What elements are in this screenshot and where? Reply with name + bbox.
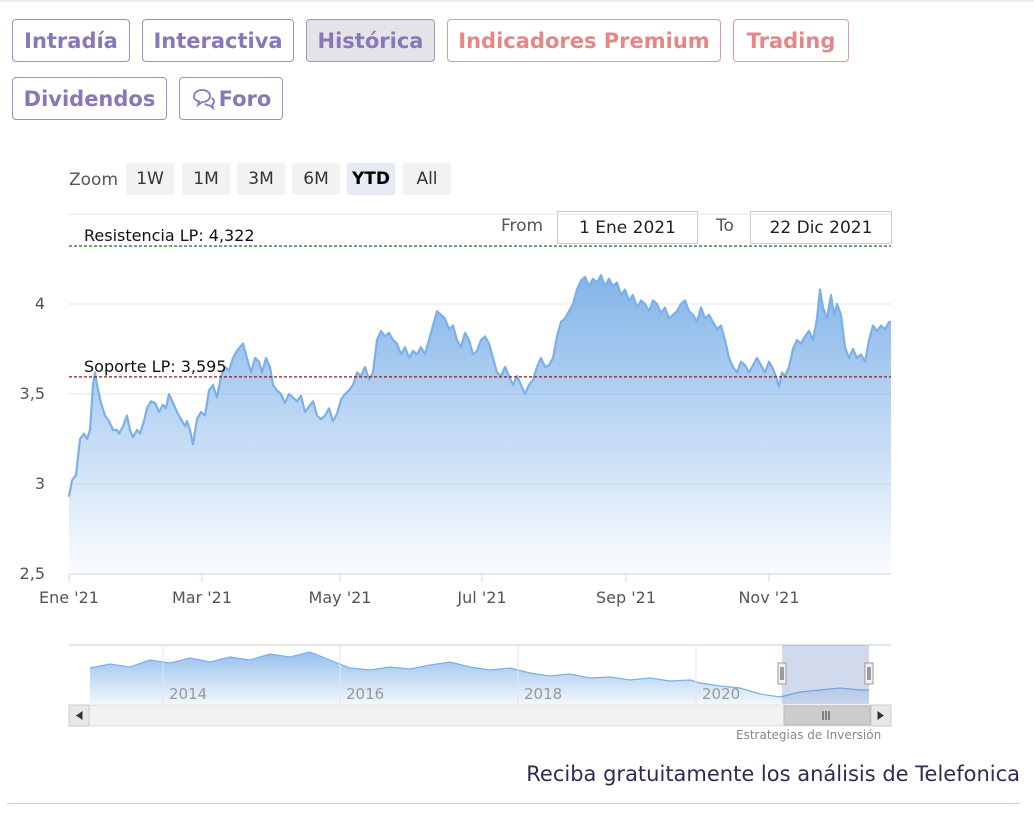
x-tick-label: Ene '21 [39,588,99,607]
navigator-year-label: 2014 [169,685,207,703]
range-from-input[interactable]: 1 Ene 2021 [557,211,698,244]
tab-trading[interactable]: Trading [733,19,849,62]
navigator-year-label: 2020 [702,685,740,703]
y-tick-label: 2,5 [20,564,45,583]
navigator-right-handle[interactable] [864,662,874,685]
price-line [67,274,891,497]
scrollbar-thumb[interactable] [783,705,871,726]
analysis-cta-link[interactable]: Reciba gratuitamente los análisis de Tel… [526,762,1020,786]
chat-bubbles-icon [191,88,215,110]
tab-intradia[interactable]: Intradía [12,19,130,62]
zoom-1m-button[interactable]: 1M [182,163,230,195]
tab-label: Indicadores Premium [458,28,710,53]
chart-credits[interactable]: Estrategias de Inversión [736,728,882,742]
tab-indicadores-premium[interactable]: Indicadores Premium [447,19,721,62]
tab-label: Dividendos [23,86,156,111]
support-label: Soporte LP: 3,595 [84,357,227,376]
top-divider [0,0,1034,2]
scrollbar-track[interactable] [68,704,892,727]
tab-interactiva[interactable]: Interactiva [142,19,294,62]
range-from-label: From [501,216,544,236]
scroll-right-arrow-icon [877,711,884,720]
tab-foro[interactable]: Foro [179,77,283,120]
navigator-line [89,651,869,698]
tab-label: Intradía [24,28,118,53]
y-tick-label: 3 [35,474,45,493]
zoom-all-button[interactable]: All [403,163,451,195]
y-tick-label: 4 [35,294,45,313]
tab-label: Histórica [317,28,424,53]
navigator-area [90,652,869,704]
navigator-selection[interactable] [782,645,869,704]
zoom-ytd-button[interactable]: YTD [347,163,395,195]
tab-label: Interactiva [153,28,283,53]
range-to-label: To [716,216,734,236]
navigator-year-label: 2016 [346,685,384,703]
zoom-1w-button[interactable]: 1W [126,163,174,195]
x-tick-label: Jul '21 [456,588,506,607]
scroll-left-arrow-icon [76,711,83,720]
y-tick-label: 3,5 [20,384,45,403]
x-tick-label: May '21 [309,588,372,607]
navigator-year-label: 2018 [524,685,562,703]
x-tick-label: Mar '21 [172,588,232,607]
zoom-label: Zoom [69,170,119,190]
zoom-3m-button[interactable]: 3M [237,163,285,195]
tab-label: Foro [218,86,272,111]
tab-historica[interactable]: Histórica [306,19,435,62]
range-to-input[interactable]: 22 Dic 2021 [750,211,892,244]
x-tick-label: Nov '21 [738,588,799,607]
bottom-divider [7,803,1020,804]
price-area [69,275,891,574]
tab-dividendos[interactable]: Dividendos [12,77,167,120]
tab-label: Trading [746,28,836,53]
navigator-left-handle[interactable] [777,662,787,685]
x-tick-label: Sep '21 [596,588,656,607]
zoom-6m-button[interactable]: 6M [292,163,340,195]
resistance-label: Resistencia LP: 4,322 [84,226,255,245]
